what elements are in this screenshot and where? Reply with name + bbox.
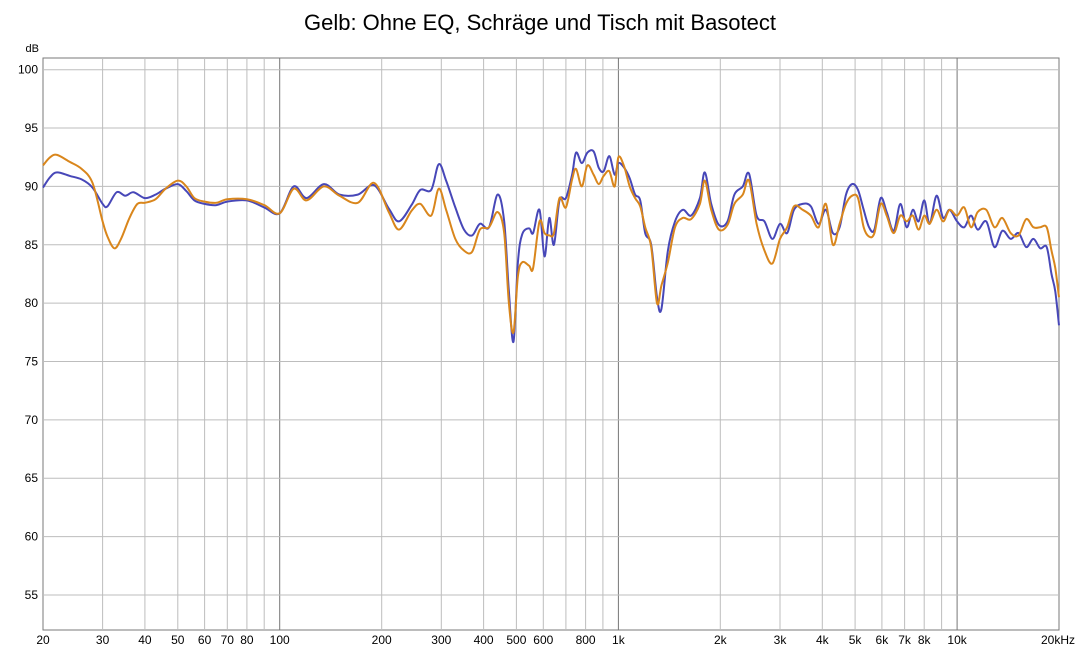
x-tick-label: 1k (612, 633, 626, 647)
x-tick-label: 600 (533, 633, 553, 647)
y-tick-label: 75 (25, 355, 39, 369)
y-tick-label: 95 (25, 121, 39, 135)
x-tick-label: 30 (96, 633, 110, 647)
x-tick-label: 3k (774, 633, 788, 647)
x-tick-label: 200 (372, 633, 392, 647)
x-tick-label: 2k (714, 633, 728, 647)
x-tick-labels: 20 30 40 50 60 70 80 100 200 300 400 500 600 800 1k 2k 3… (36, 633, 1075, 647)
x-tick-label: 4k (816, 633, 830, 647)
y-tick-label: 100 (18, 63, 38, 77)
y-axis-unit: dB (26, 43, 39, 55)
x-tick-label: 70 (221, 633, 235, 647)
plot-area (42, 57, 1060, 631)
x-tick-label: 10k (947, 633, 967, 647)
y-tick-label: 85 (25, 238, 39, 252)
x-tick-label: 40 (138, 633, 152, 647)
x-tick-label: 20kHz (1041, 633, 1075, 647)
y-tick-label: 70 (25, 413, 39, 427)
y-tick-label: 80 (25, 296, 39, 310)
series-line-2 (42, 153, 1060, 335)
series-lines (42, 149, 1060, 343)
x-tick-label: 50 (171, 633, 185, 647)
x-tick-label: 60 (198, 633, 212, 647)
x-tick-label: 6k (876, 633, 890, 647)
x-tick-label: 300 (431, 633, 451, 647)
x-tick-label: 7k (898, 633, 912, 647)
chart-title: Gelb: Ohne EQ, Schräge und Tisch mit Bas… (304, 10, 776, 35)
x-tick-label: 100 (270, 633, 290, 647)
y-tick-label: 90 (25, 179, 39, 193)
y-tick-label: 55 (25, 588, 39, 602)
y-tick-labels: 55 60 65 70 75 80 85 90 95 100 (18, 63, 38, 602)
x-tick-label: 400 (474, 633, 494, 647)
grid-lines (43, 58, 1059, 630)
x-tick-label: 8k (918, 633, 932, 647)
y-tick-label: 65 (25, 471, 39, 485)
x-tick-label: 80 (240, 633, 254, 647)
y-tick-label: 60 (25, 530, 39, 544)
x-tick-label: 800 (576, 633, 596, 647)
x-tick-label: 5k (849, 633, 863, 647)
x-tick-label: 20 (36, 633, 50, 647)
x-tick-label: 500 (506, 633, 526, 647)
